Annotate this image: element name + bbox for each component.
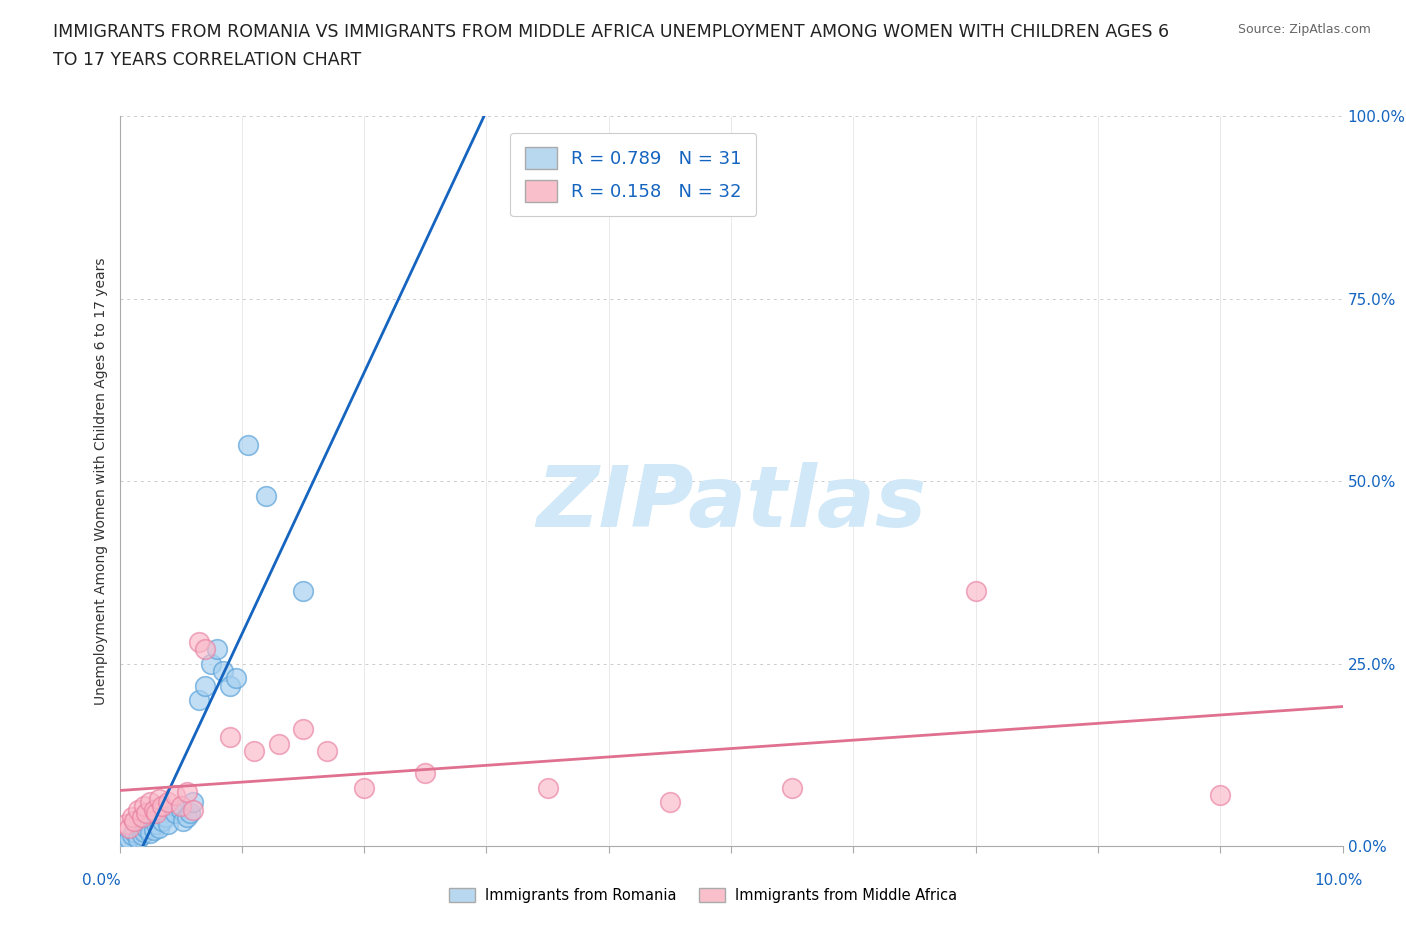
Text: ZIPatlas: ZIPatlas: [536, 461, 927, 545]
Point: [169, 803, 191, 817]
Text: Source: ZipAtlas.com: Source: ZipAtlas.com: [1237, 23, 1371, 36]
Legend: R = 0.789   N = 31, R = 0.158   N = 32: R = 0.789 N = 31, R = 0.158 N = 32: [510, 133, 756, 217]
Point: [176, 784, 198, 799]
Point: [537, 780, 560, 795]
Point: [145, 817, 167, 831]
Point: [169, 799, 191, 814]
Point: [114, 817, 136, 831]
Point: [188, 634, 211, 649]
Text: 0.0%: 0.0%: [82, 873, 121, 888]
Point: [172, 814, 194, 829]
Point: [150, 799, 173, 814]
Text: 10.0%: 10.0%: [1315, 873, 1362, 888]
Point: [127, 803, 149, 817]
Point: [131, 828, 153, 843]
Point: [243, 744, 266, 759]
Point: [148, 791, 170, 806]
Point: [179, 806, 201, 821]
Point: [122, 824, 145, 839]
Point: [267, 737, 290, 751]
Point: [121, 828, 143, 843]
Point: [122, 814, 145, 829]
Point: [194, 678, 217, 693]
Point: [254, 488, 277, 503]
Point: [965, 583, 987, 598]
Point: [236, 437, 259, 452]
Point: [1209, 788, 1232, 803]
Point: [163, 806, 186, 821]
Point: [142, 803, 165, 817]
Point: [121, 810, 143, 825]
Point: [157, 817, 180, 831]
Point: [127, 831, 149, 846]
Point: [176, 810, 198, 825]
Point: [148, 820, 170, 835]
Point: [200, 657, 222, 671]
Point: [139, 795, 162, 810]
Point: [782, 780, 804, 795]
Point: [218, 678, 240, 693]
Point: [135, 820, 157, 835]
Point: [188, 693, 211, 708]
Point: [132, 824, 155, 839]
Y-axis label: Unemployment Among Women with Children Ages 6 to 17 years: Unemployment Among Women with Children A…: [94, 258, 108, 705]
Point: [292, 583, 315, 598]
Point: [155, 810, 177, 825]
Legend: Immigrants from Romania, Immigrants from Middle Africa: Immigrants from Romania, Immigrants from…: [443, 882, 963, 909]
Point: [157, 795, 180, 810]
Point: [131, 810, 153, 825]
Point: [114, 835, 136, 850]
Point: [292, 722, 315, 737]
Point: [145, 806, 167, 821]
Point: [194, 642, 217, 657]
Text: IMMIGRANTS FROM ROMANIA VS IMMIGRANTS FROM MIDDLE AFRICA UNEMPLOYMENT AMONG WOME: IMMIGRANTS FROM ROMANIA VS IMMIGRANTS FR…: [53, 23, 1170, 41]
Point: [225, 671, 247, 685]
Point: [181, 795, 204, 810]
Point: [135, 806, 157, 821]
Point: [132, 799, 155, 814]
Point: [139, 826, 162, 841]
Point: [353, 780, 375, 795]
Point: [207, 642, 229, 657]
Point: [218, 729, 240, 744]
Point: [118, 831, 141, 846]
Point: [316, 744, 339, 759]
Point: [212, 664, 235, 679]
Point: [118, 820, 141, 835]
Point: [163, 788, 186, 803]
Text: TO 17 YEARS CORRELATION CHART: TO 17 YEARS CORRELATION CHART: [53, 51, 361, 69]
Point: [413, 766, 436, 781]
Point: [150, 814, 173, 829]
Point: [181, 803, 204, 817]
Point: [142, 823, 165, 838]
Point: [659, 795, 682, 810]
